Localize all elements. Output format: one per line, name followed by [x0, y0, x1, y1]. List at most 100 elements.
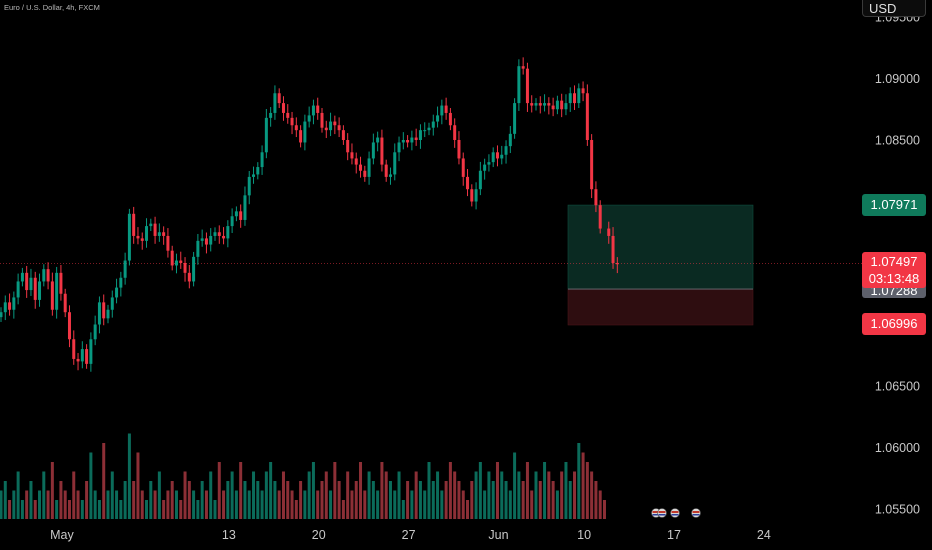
volume-bar	[97, 500, 101, 519]
candle-body	[414, 137, 418, 140]
volume-bar	[555, 490, 559, 519]
volume-bar	[320, 481, 324, 519]
candle-body	[406, 140, 410, 143]
volume-bar	[504, 481, 508, 519]
candle-body	[50, 281, 54, 310]
volume-bar	[16, 471, 20, 519]
candle-body	[573, 93, 577, 104]
candles[interactable]	[0, 57, 619, 372]
volume-bar	[247, 490, 251, 519]
candle-body	[97, 302, 101, 325]
symbol-title[interactable]: Euro / U.S. Dollar, 4h, FXCM	[4, 3, 100, 12]
volume-bar	[286, 481, 290, 519]
volume-bar	[346, 471, 350, 519]
candle-body	[55, 272, 59, 310]
candle-body	[281, 103, 285, 113]
candle-body	[577, 88, 581, 104]
volume-bar	[418, 481, 422, 519]
candle-body	[324, 127, 328, 131]
volume-bar	[162, 500, 166, 519]
volume-bar	[581, 452, 585, 519]
candle-body	[521, 66, 525, 69]
candle-body	[273, 93, 277, 113]
candle-body	[329, 121, 333, 131]
candle-body	[376, 137, 380, 143]
candle-body	[303, 121, 307, 143]
candle-body	[12, 297, 16, 310]
candle-body	[243, 195, 247, 220]
candle-body	[568, 93, 572, 104]
candle-body	[239, 211, 243, 220]
candle-body	[80, 349, 84, 362]
volume-bar	[20, 500, 24, 519]
volume-bar	[500, 471, 504, 519]
volume-bar	[277, 490, 281, 519]
volume-bar	[29, 481, 33, 519]
volume-bar	[448, 462, 452, 519]
candle-body	[487, 162, 491, 165]
volume-bar	[401, 500, 405, 519]
candle-body	[290, 117, 294, 126]
volume-bar	[8, 500, 12, 519]
volume-bar	[534, 471, 538, 519]
volume-bar	[376, 490, 380, 519]
candle-body	[401, 140, 405, 143]
bar-countdown: 03:13:48	[868, 271, 920, 286]
volume-bar	[3, 481, 7, 519]
volume-bar	[42, 471, 46, 519]
candle-body	[478, 170, 482, 190]
volume-bar	[517, 471, 521, 519]
current-price-tag: 1.07497 03:13:48	[862, 252, 926, 288]
candle-body	[123, 260, 127, 278]
candle-body	[256, 167, 260, 175]
candle-body	[93, 324, 97, 340]
volume-bar	[294, 500, 298, 519]
volume-bar	[299, 481, 303, 519]
volume-bar	[187, 481, 191, 519]
candle-body	[320, 112, 324, 128]
volume-bar	[123, 481, 127, 519]
candle-body	[115, 287, 119, 298]
candle-body	[543, 103, 547, 106]
candle-body	[615, 263, 619, 265]
candle-body	[132, 213, 136, 236]
volume-bar	[179, 500, 183, 519]
time-axis-label: 24	[757, 528, 771, 542]
candle-body	[585, 93, 589, 140]
volume-bar	[183, 471, 187, 519]
candle-body	[127, 213, 131, 261]
price-axis-label: 1.06500	[875, 380, 920, 394]
volume-bar	[406, 481, 410, 519]
candle-body	[525, 68, 529, 104]
volume-bar	[136, 452, 140, 519]
event-flag-band	[658, 514, 666, 516]
economic-events[interactable]	[651, 508, 701, 518]
candle-body	[598, 205, 602, 229]
candle-body	[363, 170, 367, 177]
candle-body	[102, 302, 106, 319]
current-price-value: 1.07497	[870, 254, 918, 269]
event-flag-stripe	[671, 511, 679, 513]
time-axis[interactable]: May 13 20 27 Jun 10 17 24	[50, 528, 771, 542]
candle-body	[384, 164, 388, 177]
volume-bar	[410, 490, 414, 519]
volume-bar	[333, 462, 337, 519]
candle-body	[316, 105, 320, 113]
volume-bar	[166, 490, 170, 519]
price-axis-label: 1.05500	[875, 503, 920, 517]
candle-body	[140, 238, 144, 241]
candle-body	[444, 105, 448, 113]
currency-button[interactable]: USD	[862, 0, 926, 17]
candle-body	[89, 339, 93, 364]
volume-bar	[256, 481, 260, 519]
candle-body	[247, 176, 251, 196]
volume-bar	[110, 471, 114, 519]
position-tool[interactable]	[567, 204, 754, 326]
volume-bar	[80, 500, 84, 519]
candle-body	[196, 240, 200, 257]
candle-body	[538, 103, 542, 106]
volume-bar	[38, 490, 42, 519]
volume-bar	[337, 481, 341, 519]
candle-body	[299, 130, 303, 143]
